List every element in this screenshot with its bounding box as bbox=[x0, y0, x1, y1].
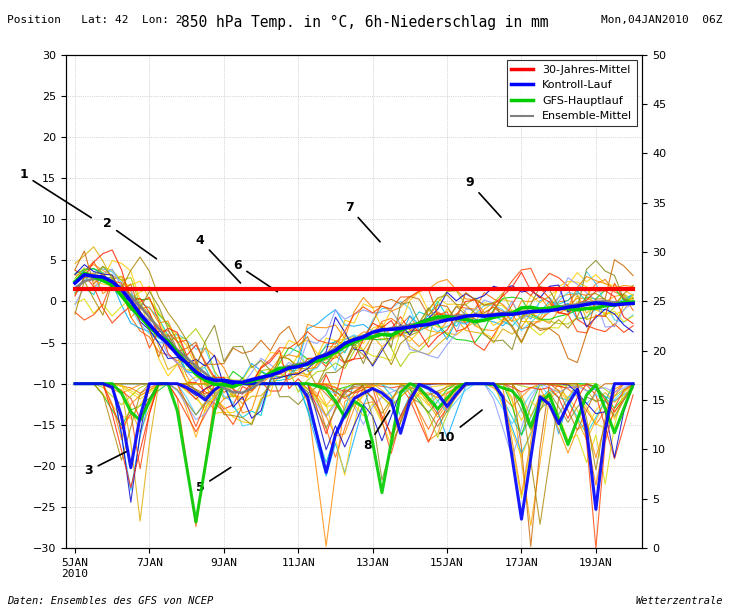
Kontroll-Lauf bbox=[573, 303, 582, 310]
Line: GFS-Hauptlauf: GFS-Hauptlauf bbox=[75, 273, 633, 387]
Ensemble-Mittel bbox=[387, 325, 396, 332]
Line: Kontroll-Lauf: Kontroll-Lauf bbox=[75, 275, 633, 382]
Text: 3: 3 bbox=[84, 451, 128, 477]
Text: 1: 1 bbox=[19, 168, 91, 218]
Text: 2: 2 bbox=[103, 217, 156, 259]
Kontroll-Lauf bbox=[210, 376, 219, 384]
Text: 850 hPa Temp. in °C, 6h-Niederschlag in mm: 850 hPa Temp. in °C, 6h-Niederschlag in … bbox=[181, 15, 549, 30]
Text: Daten: Ensembles des GFS von NCEP: Daten: Ensembles des GFS von NCEP bbox=[7, 596, 214, 606]
GFS-Hauptlauf bbox=[191, 370, 200, 378]
Kontroll-Lauf bbox=[387, 326, 396, 333]
Ensemble-Mittel bbox=[71, 285, 80, 292]
Text: Mon,04JAN2010  06Z: Mon,04JAN2010 06Z bbox=[602, 15, 723, 25]
GFS-Hauptlauf bbox=[424, 316, 433, 323]
Ensemble-Mittel bbox=[238, 389, 247, 396]
Kontroll-Lauf bbox=[629, 300, 637, 307]
Text: 4: 4 bbox=[196, 234, 240, 283]
Text: Position   Lat: 42  Lon: 2: Position Lat: 42 Lon: 2 bbox=[7, 15, 182, 25]
GFS-Hauptlauf bbox=[228, 383, 237, 390]
GFS-Hauptlauf bbox=[285, 365, 293, 372]
Text: 7: 7 bbox=[345, 201, 380, 242]
GFS-Hauptlauf bbox=[573, 306, 582, 314]
Ensemble-Mittel bbox=[89, 275, 98, 283]
Line: Ensemble-Mittel: Ensemble-Mittel bbox=[75, 279, 633, 393]
30-Jahres-Mittel bbox=[368, 286, 377, 293]
Text: 10: 10 bbox=[438, 410, 482, 444]
GFS-Hauptlauf bbox=[629, 298, 637, 306]
Ensemble-Mittel bbox=[629, 299, 637, 306]
30-Jahres-Mittel bbox=[201, 286, 210, 293]
Text: 8: 8 bbox=[364, 410, 390, 452]
30-Jahres-Mittel bbox=[554, 286, 563, 293]
Text: 6: 6 bbox=[233, 259, 277, 292]
Kontroll-Lauf bbox=[80, 271, 88, 278]
30-Jahres-Mittel bbox=[182, 286, 191, 293]
Kontroll-Lauf bbox=[285, 364, 293, 371]
GFS-Hauptlauf bbox=[210, 381, 219, 388]
Kontroll-Lauf bbox=[71, 280, 80, 287]
Ensemble-Mittel bbox=[573, 301, 582, 308]
Kontroll-Lauf bbox=[424, 321, 433, 328]
30-Jahres-Mittel bbox=[71, 286, 80, 293]
Ensemble-Mittel bbox=[191, 362, 200, 370]
Text: 5: 5 bbox=[196, 467, 231, 493]
GFS-Hauptlauf bbox=[71, 278, 80, 285]
Kontroll-Lauf bbox=[238, 379, 247, 386]
30-Jahres-Mittel bbox=[405, 286, 414, 293]
GFS-Hauptlauf bbox=[387, 332, 396, 339]
Ensemble-Mittel bbox=[285, 362, 293, 370]
30-Jahres-Mittel bbox=[266, 286, 274, 293]
30-Jahres-Mittel bbox=[629, 286, 637, 293]
Text: Wetterzentrale: Wetterzentrale bbox=[635, 596, 723, 606]
Text: 9: 9 bbox=[466, 177, 501, 217]
Legend: 30-Jahres-Mittel, Kontroll-Lauf, GFS-Hauptlauf, Ensemble-Mittel: 30-Jahres-Mittel, Kontroll-Lauf, GFS-Hau… bbox=[507, 60, 637, 126]
Ensemble-Mittel bbox=[424, 318, 433, 325]
Ensemble-Mittel bbox=[210, 378, 219, 385]
GFS-Hauptlauf bbox=[80, 270, 88, 277]
Kontroll-Lauf bbox=[191, 368, 200, 376]
